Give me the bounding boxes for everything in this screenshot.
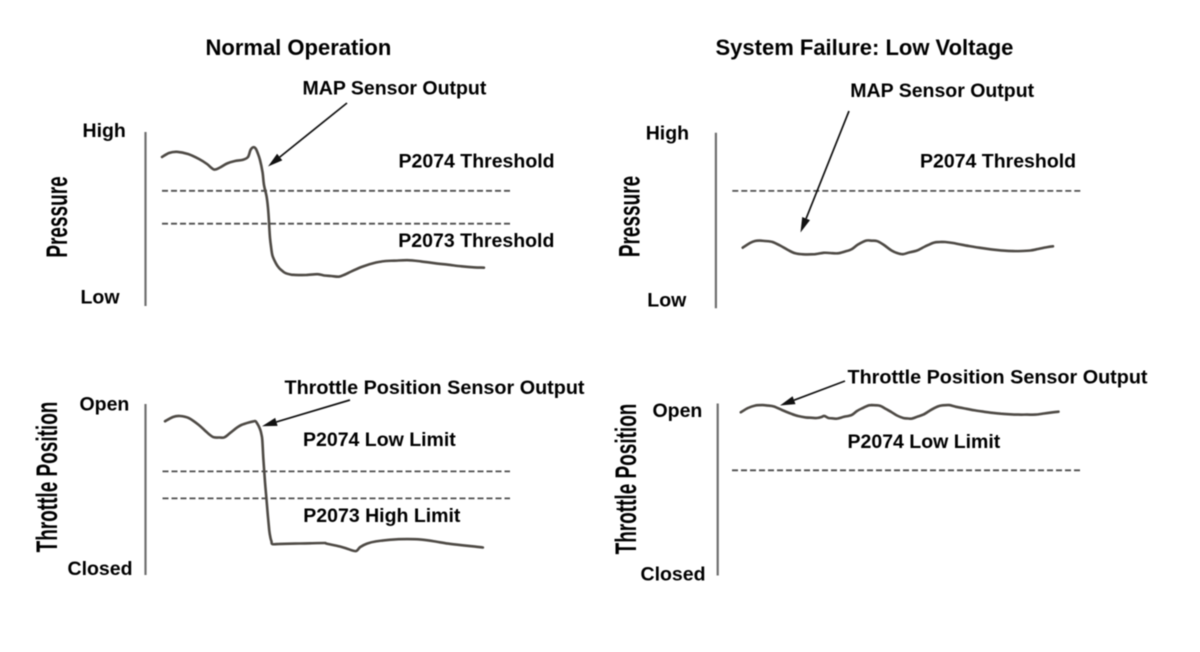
svg-text:High: High: [83, 120, 126, 142]
svg-text:Low: Low: [81, 287, 121, 309]
svg-text:Throttle Position Sensor Outpu: Throttle Position Sensor Output: [848, 367, 1148, 389]
svg-text:Throttle Position Sensor Outpu: Throttle Position Sensor Output: [285, 377, 585, 399]
svg-text:High: High: [646, 122, 689, 144]
svg-text:MAP Sensor Output: MAP Sensor Output: [850, 80, 1034, 102]
svg-text:Normal Operation: Normal Operation: [206, 35, 392, 60]
svg-text:P2073 High Limit: P2073 High Limit: [303, 505, 461, 527]
svg-text:MAP Sensor Output: MAP Sensor Output: [303, 78, 487, 100]
svg-text:P2074 Low Limit: P2074 Low Limit: [303, 429, 456, 451]
svg-text:Closed: Closed: [68, 558, 133, 580]
svg-text:P2073 Threshold: P2073 Threshold: [398, 230, 554, 252]
svg-text:Throttle Position: Throttle Position: [610, 404, 643, 555]
svg-text:P2074 Threshold: P2074 Threshold: [399, 151, 555, 173]
svg-text:P2074 Threshold: P2074 Threshold: [920, 151, 1076, 173]
svg-text:Open: Open: [80, 394, 130, 416]
svg-text:Closed: Closed: [641, 564, 706, 586]
svg-text:P2074 Low Limit: P2074 Low Limit: [848, 431, 1001, 453]
svg-text:Pressure: Pressure: [41, 176, 74, 257]
svg-text:System Failure: Low Voltage: System Failure: Low Voltage: [716, 35, 1014, 60]
svg-text:Pressure: Pressure: [613, 176, 646, 257]
svg-text:Low: Low: [647, 290, 687, 312]
svg-text:Open: Open: [653, 400, 703, 422]
svg-text:Throttle Position: Throttle Position: [31, 402, 64, 553]
